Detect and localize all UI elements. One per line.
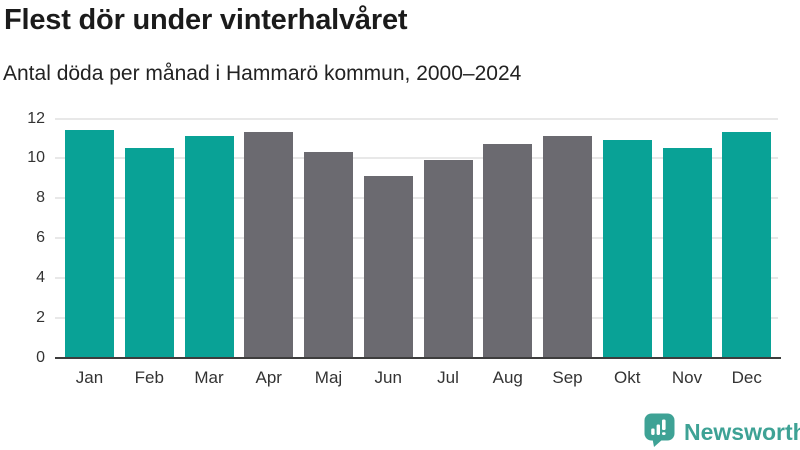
x-axis-label-apr: Apr: [255, 368, 282, 387]
gridline-6: [55, 237, 778, 239]
x-axis-label-maj: Maj: [314, 368, 343, 387]
bar-jun: [363, 176, 413, 358]
chart-subtitle: Antal döda per månad i Hammarö kommun, 2…: [3, 62, 522, 85]
x-axis-label-jul: Jul: [437, 368, 459, 387]
bar-aug: [483, 144, 533, 358]
bar-feb: [124, 148, 174, 358]
x-axis-label-nov: Nov: [671, 368, 703, 387]
bar-mar: [184, 136, 234, 358]
bar-dec: [722, 132, 772, 358]
gridline-2: [55, 316, 778, 319]
y-axis-tick-12: 12: [27, 109, 45, 127]
y-axis-tick-6: 6: [36, 229, 45, 246]
bar-sep: [543, 136, 592, 358]
bar-nov: [662, 148, 712, 358]
newsworthy-logo: Newsworthy: [644, 413, 800, 447]
bar-okt: [602, 140, 652, 358]
gridline-12: [55, 117, 778, 120]
x-axis-label-sep: Sep: [552, 368, 583, 387]
x-axis-label-jun: Jun: [374, 368, 402, 387]
x-axis-label-mar: Mar: [194, 368, 224, 387]
x-axis-label-okt: Okt: [614, 368, 641, 387]
bar-jan: [65, 130, 114, 358]
bar-chart-speech-bubble-icon: [644, 413, 675, 447]
gridline-10: [55, 157, 778, 160]
brand-name: Newsworthy: [684, 419, 800, 445]
x-axis-line: [55, 356, 781, 359]
y-axis-tick-8: 8: [36, 189, 45, 207]
page-title: Flest dör under vinterhalvåret: [4, 4, 408, 36]
y-axis-tick-4: 4: [36, 268, 45, 286]
x-axis-label-feb: Feb: [134, 368, 164, 387]
y-axis-tick-0: 0: [36, 348, 45, 366]
y-axis-tick-10: 10: [27, 149, 45, 167]
x-axis-label-jan: Jan: [75, 368, 104, 387]
gridline-8: [55, 197, 778, 200]
bar-apr: [244, 132, 294, 358]
gridline-4: [55, 276, 778, 279]
x-axis-label-aug: Aug: [492, 368, 523, 387]
bar-maj: [304, 152, 353, 358]
x-axis-label-dec: Dec: [731, 368, 762, 387]
y-axis-tick-2: 2: [36, 308, 45, 326]
bar-jul: [423, 160, 473, 358]
